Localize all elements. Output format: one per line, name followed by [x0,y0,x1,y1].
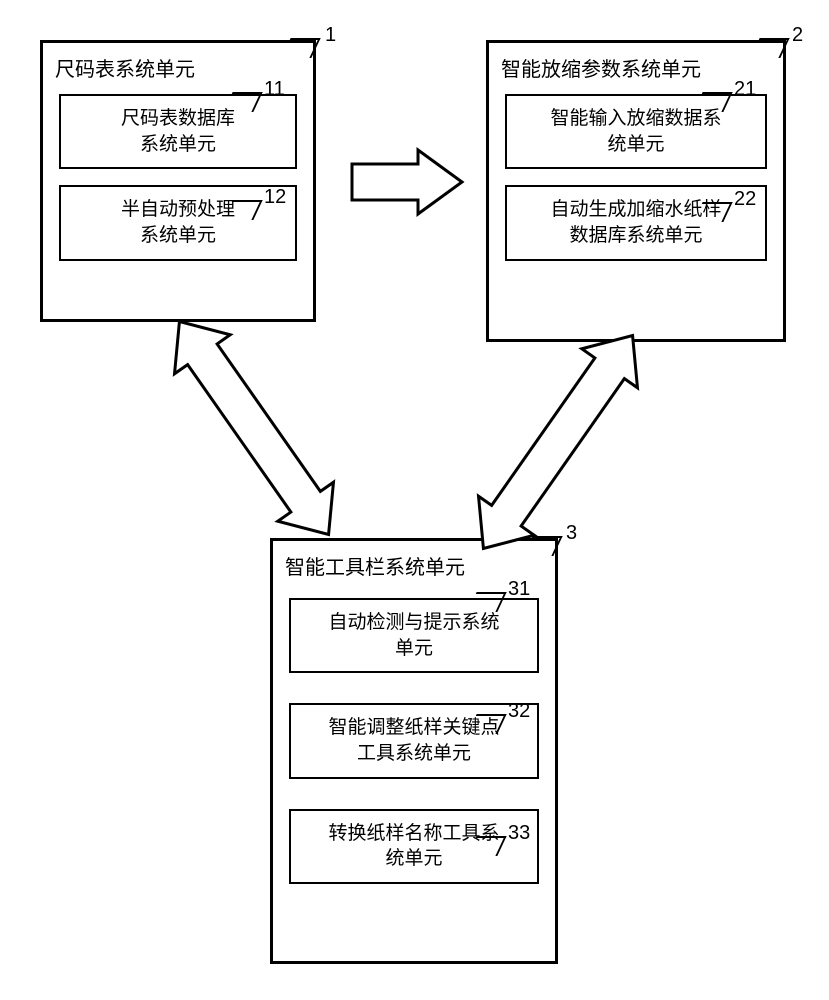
subunit-12-line2: 系统单元 [140,225,216,246]
id-label-12: 12 [264,186,286,209]
arrow-1-to-2 [352,150,462,214]
subunit-12: 半自动预处理 系统单元 [59,185,297,260]
subunit-31-line2: 单元 [395,638,433,659]
arrow-2-and-3 [456,316,661,568]
subunit-22-line2: 数据库系统单元 [569,225,702,246]
module-box-3: 智能工具栏系统单元 自动检测与提示系统 单元 智能调整纸样关键点 工具系统单元 … [270,538,558,964]
id-label-21: 21 [734,78,756,101]
id-label-32: 32 [508,700,530,723]
subunit-11-line1: 尺码表数据库 [121,108,235,129]
subunit-11-line2: 系统单元 [140,134,216,155]
subunit-21-line2: 统单元 [607,134,664,155]
subunit-32-line2: 工具系统单元 [357,743,471,764]
id-label-33: 33 [508,822,530,845]
arrow-1-and-3 [152,302,357,554]
subunit-22: 自动生成加缩水纸样 数据库系统单元 [505,185,767,260]
id-label-11: 11 [264,78,285,101]
id-label-22: 22 [734,188,756,211]
subunit-12-line1: 半自动预处理 [121,199,235,220]
id-label-1: 1 [325,24,336,47]
subunit-31-line1: 自动检测与提示系统 [328,612,499,633]
id-label-31: 31 [508,578,530,601]
subunit-33-line2: 统单元 [385,848,442,869]
subunit-21: 智能输入放缩数据系 统单元 [505,94,767,169]
subunit-11: 尺码表数据库 系统单元 [59,94,297,169]
id-label-3: 3 [566,522,577,545]
subunit-31: 自动检测与提示系统 单元 [289,598,539,673]
id-label-2: 2 [792,24,803,47]
